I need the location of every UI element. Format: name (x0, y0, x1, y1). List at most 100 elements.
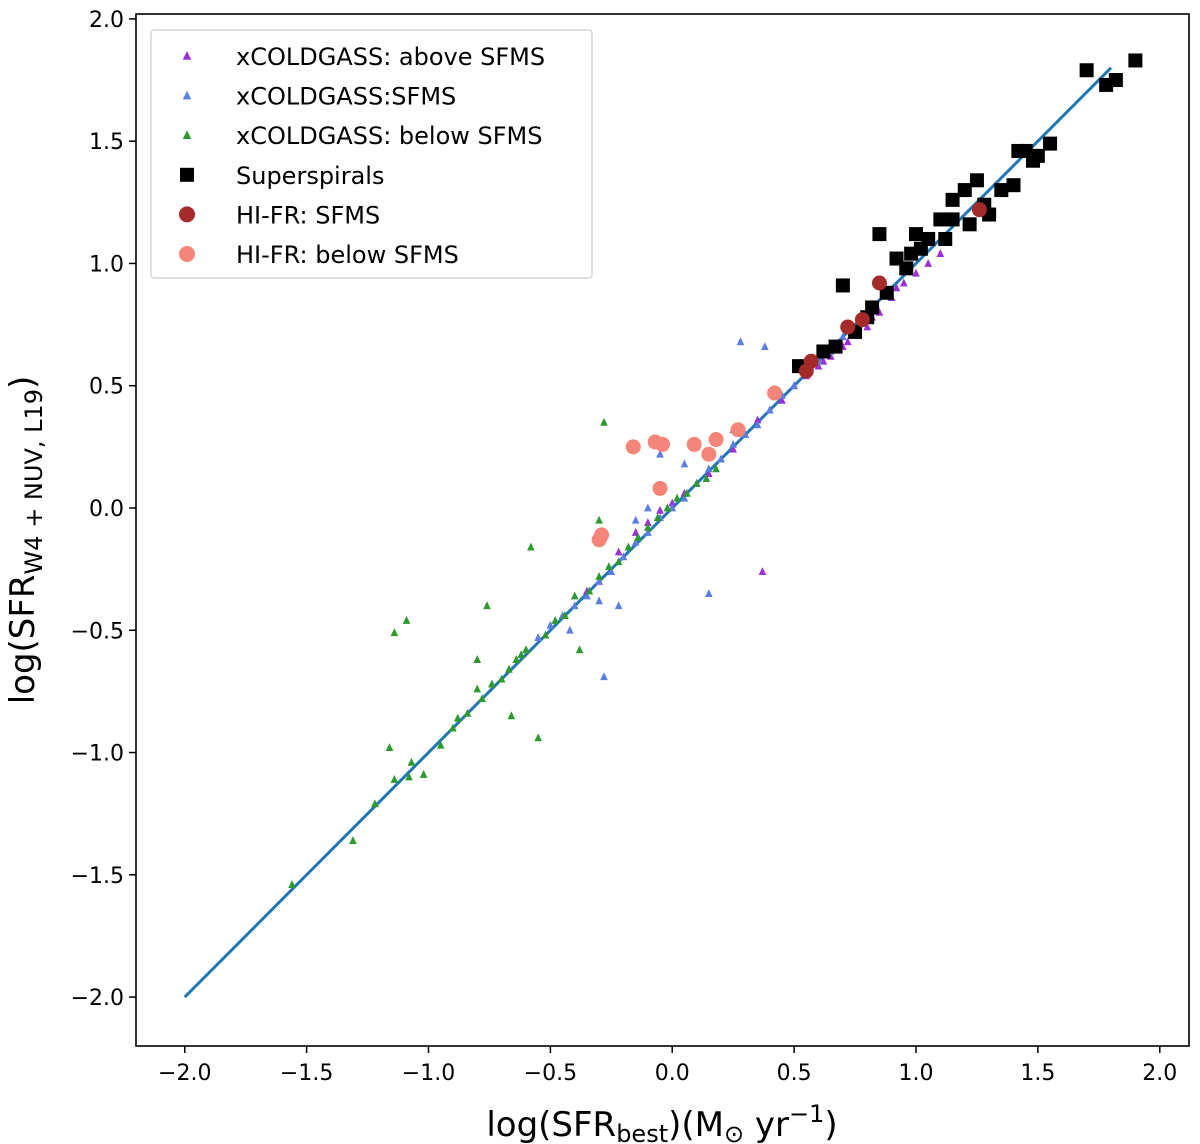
data-point (644, 518, 652, 527)
data-point (453, 713, 462, 722)
data-point (778, 395, 786, 404)
data-point (600, 417, 608, 426)
y-tick-label: 0.5 (89, 375, 124, 400)
data-point (686, 436, 702, 452)
data-point (701, 446, 717, 462)
data-point (765, 405, 774, 414)
data-point (512, 655, 521, 663)
legend-label: xCOLDGASS: above SFMS (236, 43, 545, 71)
data-point (349, 836, 357, 844)
data-point (741, 430, 750, 439)
x-tick-label: 1.0 (899, 1061, 934, 1086)
y-tick-label: −1.0 (71, 742, 124, 767)
data-point (605, 562, 613, 571)
data-point (828, 339, 843, 354)
data-point (871, 275, 887, 291)
series-4 (798, 202, 987, 379)
data-point (945, 192, 960, 207)
x-tick-label: 0.0 (655, 1061, 690, 1086)
data-point (463, 708, 472, 717)
data-point (402, 615, 411, 624)
data-point (541, 630, 550, 639)
data-point (566, 625, 574, 634)
x-tick-label: −1.0 (402, 1061, 455, 1086)
data-point (385, 743, 394, 752)
plot-frame (135, 13, 1190, 1047)
data-point (702, 474, 711, 483)
data-point (729, 444, 738, 453)
data-point (624, 542, 633, 551)
data-point (634, 532, 642, 541)
y-axis-label: log(SFRW4 + NUV, L19) (3, 376, 48, 705)
legend-label: HI-FR: below SFMS (236, 241, 459, 269)
data-point (505, 664, 513, 673)
data-point (656, 505, 664, 514)
data-point (561, 611, 569, 619)
data-point (644, 523, 652, 531)
data-point (625, 439, 641, 455)
data-point (767, 385, 783, 401)
data-point (595, 571, 603, 580)
data-point (575, 645, 584, 654)
data-point (614, 557, 623, 566)
legend-marker (182, 90, 192, 100)
data-point (704, 589, 713, 597)
x-axis-label: log(SFRbest)(M⊙ yr−1) (486, 1100, 837, 1144)
data-point (840, 319, 856, 335)
data-point (673, 493, 681, 502)
data-point (551, 615, 560, 624)
y-tick-label: −1.5 (71, 864, 124, 889)
y-tick-label: 1.0 (89, 252, 124, 277)
data-point (614, 601, 623, 610)
data-point (668, 503, 677, 512)
data-point (583, 591, 591, 600)
data-point (912, 268, 920, 277)
data-point (1043, 136, 1058, 151)
data-point (668, 498, 677, 507)
data-point (892, 283, 901, 292)
data-point (835, 278, 850, 293)
data-point (631, 527, 640, 536)
data-point (680, 459, 689, 468)
data-point (473, 655, 482, 663)
data-point (585, 586, 594, 595)
data-point (390, 628, 399, 637)
data-point (488, 679, 496, 688)
x-tick-label: −1.5 (280, 1061, 333, 1086)
data-point (570, 591, 579, 600)
data-point (570, 601, 579, 610)
data-point (904, 246, 919, 261)
y-tick-label: −2.0 (71, 986, 124, 1011)
data-point (899, 261, 914, 276)
data-point (729, 439, 738, 448)
data-point (436, 740, 445, 749)
data-point (843, 337, 852, 346)
data-point (653, 513, 662, 522)
data-point (839, 332, 847, 341)
data-point (527, 542, 535, 551)
data-points-layer (288, 53, 1143, 888)
data-point (814, 361, 823, 370)
data-point (534, 733, 543, 742)
data-point (644, 503, 652, 512)
data-point (497, 674, 506, 683)
x-tick-label: −2.0 (158, 1061, 211, 1086)
data-point (522, 645, 530, 654)
data-point (921, 231, 936, 246)
x-tick-label: 1.5 (1020, 1061, 1055, 1086)
data-point (854, 312, 870, 328)
y-tick-label: 1.5 (89, 130, 124, 155)
data-point (712, 464, 720, 473)
data-point (1006, 178, 1021, 193)
data-point (872, 227, 887, 242)
data-point (478, 694, 486, 703)
data-point (704, 469, 713, 478)
y-tick-label: 2.0 (89, 8, 124, 33)
legend-marker (182, 130, 192, 139)
data-point (534, 633, 543, 641)
data-point (924, 258, 933, 267)
legend: xCOLDGASS: above SFMS xCOLDGASS:SFMS xCOLD… (150, 29, 593, 279)
data-point (390, 774, 399, 783)
data-point (969, 173, 984, 188)
